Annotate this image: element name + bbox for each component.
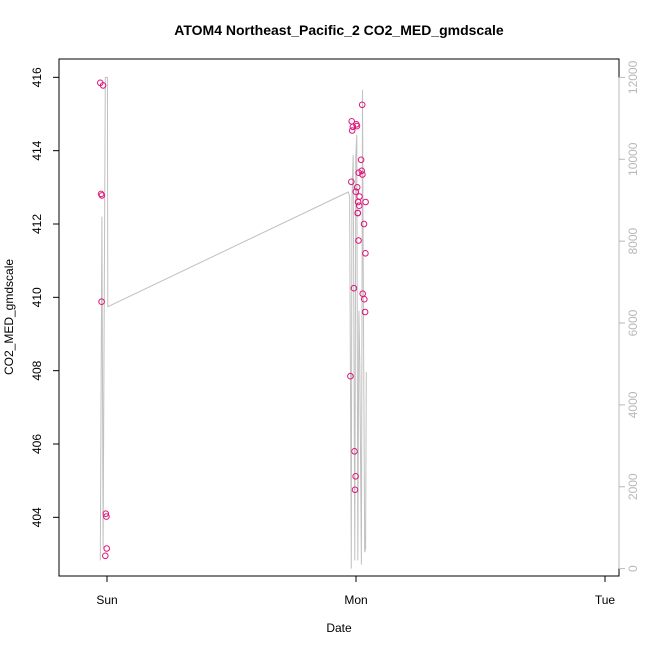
data-point: [358, 167, 366, 175]
data-point: [362, 250, 369, 257]
left-tick-label: 408: [30, 360, 44, 380]
data-point: [359, 171, 366, 178]
data-point: [357, 156, 365, 164]
data-point: [98, 298, 105, 306]
data-point: [98, 192, 106, 199]
left-y-axis: 404 406 408 410 412 414 416: [30, 67, 60, 527]
x-tick-label: Tue: [595, 593, 616, 607]
right-tick-label: 4000: [626, 391, 640, 418]
data-point: [354, 209, 362, 217]
point-series: [97, 79, 369, 560]
data-point: [358, 101, 366, 109]
data-point: [103, 513, 110, 520]
data-point: [361, 308, 369, 316]
data-point: [352, 188, 360, 195]
x-tick-label: Mon: [344, 593, 367, 607]
data-point: [348, 127, 356, 134]
data-point: [99, 82, 107, 89]
right-tick-label: 2000: [626, 473, 640, 500]
data-point: [353, 184, 361, 191]
series-line: [99, 76, 367, 569]
data-point: [355, 237, 362, 244]
data-point: [353, 122, 361, 130]
right-tick-label: 8000: [626, 227, 640, 254]
right-tick-label: 12000: [626, 60, 640, 94]
data-point: [352, 473, 359, 480]
data-point: [360, 220, 368, 228]
data-point: [350, 284, 358, 292]
plot-frame: [58, 58, 620, 577]
left-tick-label: 410: [30, 287, 44, 307]
right-y-axis: 0 2000 4000 6000 8000 10000 12000: [618, 60, 640, 572]
left-tick-label: 404: [30, 507, 44, 527]
data-point: [347, 372, 354, 380]
chart-title: ATOM4 Northeast_Pacific_2 CO2_MED_gmdsca…: [174, 22, 504, 38]
x-axis: Sun Mon Tue: [96, 575, 616, 607]
y-axis-label: CO2_MED_gmdscale: [2, 259, 16, 375]
right-tick-label: 0: [626, 565, 640, 572]
left-tick-label: 406: [30, 434, 44, 454]
left-tick-label: 412: [30, 214, 44, 234]
data-point: [362, 198, 369, 206]
left-tick-label: 414: [30, 140, 44, 160]
line-series: [99, 76, 367, 569]
left-tick-label: 416: [30, 67, 44, 87]
data-point: [102, 510, 110, 518]
x-tick-label: Sun: [96, 593, 117, 607]
right-tick-label: 6000: [626, 309, 640, 336]
data-point: [359, 290, 367, 298]
data-point: [356, 193, 363, 200]
data-point: [361, 295, 368, 303]
data-point: [348, 178, 355, 186]
right-tick-label: 10000: [626, 142, 640, 176]
data-point: [351, 486, 359, 494]
data-point: [351, 448, 358, 455]
x-axis-label: Date: [326, 621, 352, 635]
data-point: [102, 552, 109, 560]
data-point: [103, 545, 110, 552]
data-point: [355, 202, 363, 209]
